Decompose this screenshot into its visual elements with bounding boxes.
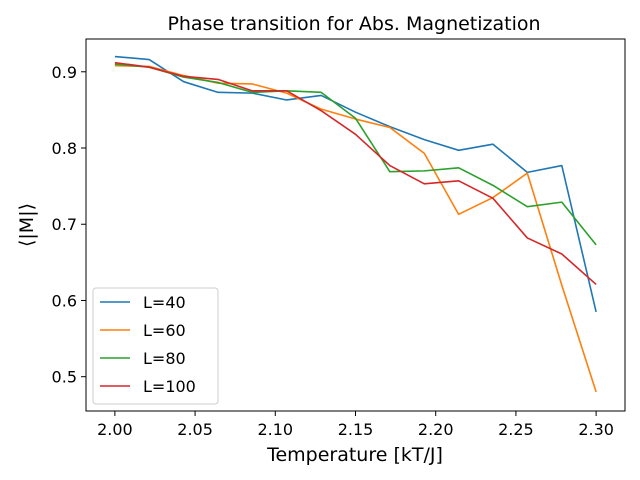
series-line-l-40	[114, 55, 597, 313]
y-tick-label: 0.5	[52, 368, 77, 387]
y-tick-label: 0.7	[52, 215, 77, 234]
chart-title: Phase transition for Abs. Magnetization	[167, 13, 540, 35]
y-tick-label: 0.6	[52, 291, 77, 310]
x-tick-label: 2.30	[578, 420, 614, 439]
x-tick-label: 2.20	[418, 420, 454, 439]
x-tick-label: 2.15	[338, 420, 374, 439]
y-tick-label: 0.9	[52, 63, 77, 82]
y-tick-label: 0.8	[52, 139, 77, 158]
legend-label: L=60	[143, 321, 186, 340]
legend-label: L=80	[143, 349, 186, 368]
x-tick-label: 2.10	[257, 420, 293, 439]
x-tick-label: 2.25	[498, 420, 534, 439]
legend-label: L=40	[143, 293, 186, 312]
x-axis-ticks: 2.00 2.05 2.10 2.15 2.20 2.25 2.30	[97, 411, 614, 439]
series-layer	[114, 55, 597, 393]
x-tick-label: 2.00	[97, 420, 133, 439]
legend: L=40 L=60 L=80 L=100	[92, 287, 219, 405]
y-axis-label: ⟨|M|⟩	[16, 203, 38, 247]
series-line-l-80	[114, 63, 597, 246]
x-tick-label: 2.05	[177, 420, 213, 439]
legend-box	[92, 287, 219, 405]
y-axis-ticks: 0.5 0.6 0.7 0.8 0.9	[52, 63, 86, 387]
legend-label: L=100	[143, 377, 196, 396]
x-axis-label: Temperature [kT/J]	[266, 444, 443, 466]
series-line-l-100	[114, 61, 597, 286]
